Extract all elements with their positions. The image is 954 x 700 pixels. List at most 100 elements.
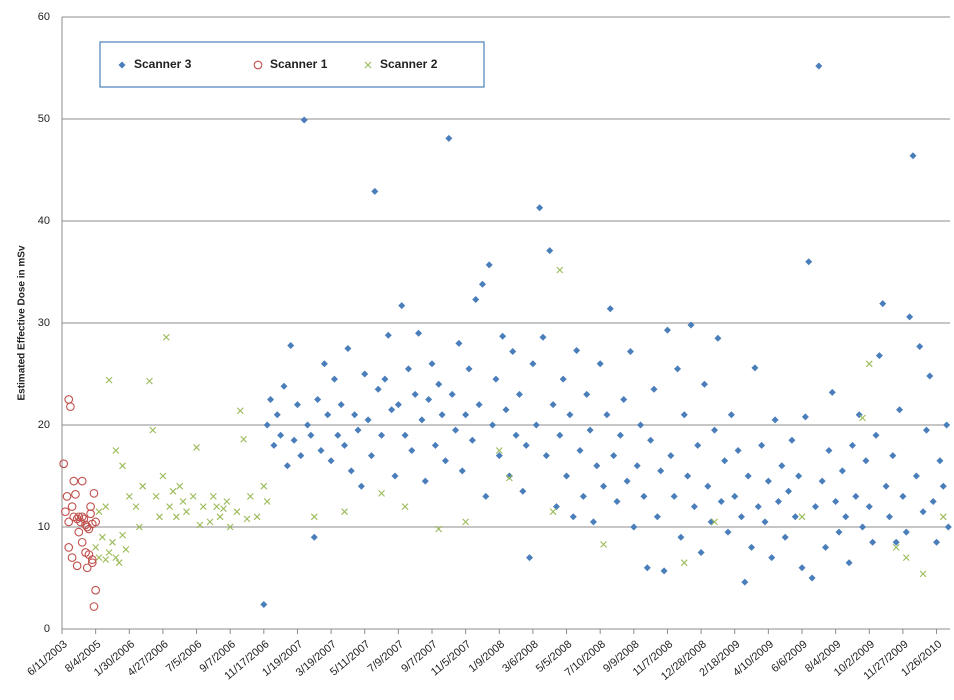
point — [196, 521, 204, 529]
point — [59, 459, 69, 469]
point — [223, 498, 231, 505]
point — [452, 426, 460, 434]
point — [822, 543, 830, 551]
point — [892, 538, 900, 546]
point — [848, 441, 856, 449]
point — [270, 441, 278, 449]
point — [768, 554, 776, 562]
legend-marker — [253, 60, 263, 70]
legend-marker — [118, 61, 126, 69]
point — [771, 416, 779, 424]
point — [64, 395, 74, 404]
point — [825, 447, 833, 454]
point — [347, 467, 355, 475]
point — [367, 452, 375, 460]
point — [404, 365, 412, 373]
point — [939, 513, 947, 521]
point — [351, 411, 359, 419]
point — [425, 396, 433, 403]
point — [381, 375, 389, 383]
point — [744, 472, 752, 480]
point — [277, 431, 285, 439]
x-tick-label: 3/6/2008 — [500, 638, 541, 675]
point — [398, 302, 406, 310]
point — [341, 508, 348, 516]
point — [87, 555, 97, 564]
point — [74, 512, 84, 522]
point — [139, 482, 147, 490]
point — [283, 462, 291, 470]
point — [458, 467, 466, 475]
point — [388, 406, 396, 414]
point — [300, 116, 308, 124]
point — [522, 441, 530, 449]
point — [896, 406, 904, 414]
point — [378, 431, 386, 439]
point — [337, 401, 345, 409]
point — [677, 533, 685, 541]
point — [499, 332, 507, 340]
y-tick-label: 30 — [38, 317, 50, 329]
point — [226, 523, 234, 531]
point — [731, 492, 739, 500]
point — [882, 482, 890, 490]
point — [314, 396, 322, 403]
point — [549, 401, 557, 409]
point — [89, 488, 99, 498]
point — [532, 421, 540, 429]
point — [236, 407, 244, 415]
point — [287, 341, 295, 349]
point — [721, 457, 729, 465]
point — [361, 370, 369, 378]
point — [438, 411, 446, 419]
point — [102, 556, 110, 564]
point — [74, 527, 84, 537]
point — [135, 523, 143, 531]
point — [748, 543, 756, 551]
point — [334, 431, 342, 439]
point — [623, 477, 631, 485]
point — [125, 493, 133, 500]
point — [505, 474, 513, 482]
point — [667, 452, 675, 460]
point — [310, 533, 318, 541]
point — [462, 518, 470, 526]
point — [92, 544, 100, 551]
point — [233, 508, 241, 516]
point — [67, 502, 77, 511]
point — [680, 559, 688, 567]
point — [105, 549, 113, 556]
point — [600, 540, 607, 548]
y-tick-label: 20 — [38, 419, 50, 431]
point — [119, 462, 126, 470]
point — [67, 553, 77, 562]
point — [865, 360, 873, 368]
point — [801, 413, 809, 421]
point — [263, 421, 271, 429]
point — [408, 447, 416, 454]
point — [421, 477, 429, 485]
point — [610, 452, 618, 460]
point — [327, 457, 335, 465]
point — [650, 385, 658, 393]
point — [112, 447, 120, 454]
point — [933, 538, 941, 546]
point — [485, 261, 493, 269]
point — [401, 503, 409, 510]
point — [704, 482, 712, 490]
point — [717, 498, 725, 505]
point — [674, 365, 682, 373]
point — [69, 476, 79, 486]
point — [885, 513, 893, 521]
point — [785, 487, 793, 495]
point — [77, 537, 87, 547]
point — [653, 513, 661, 521]
point — [66, 402, 75, 411]
point — [670, 492, 678, 500]
point — [435, 380, 443, 388]
point — [919, 570, 927, 578]
point — [939, 482, 947, 490]
point — [132, 503, 140, 510]
point — [95, 554, 103, 561]
point — [193, 444, 200, 451]
